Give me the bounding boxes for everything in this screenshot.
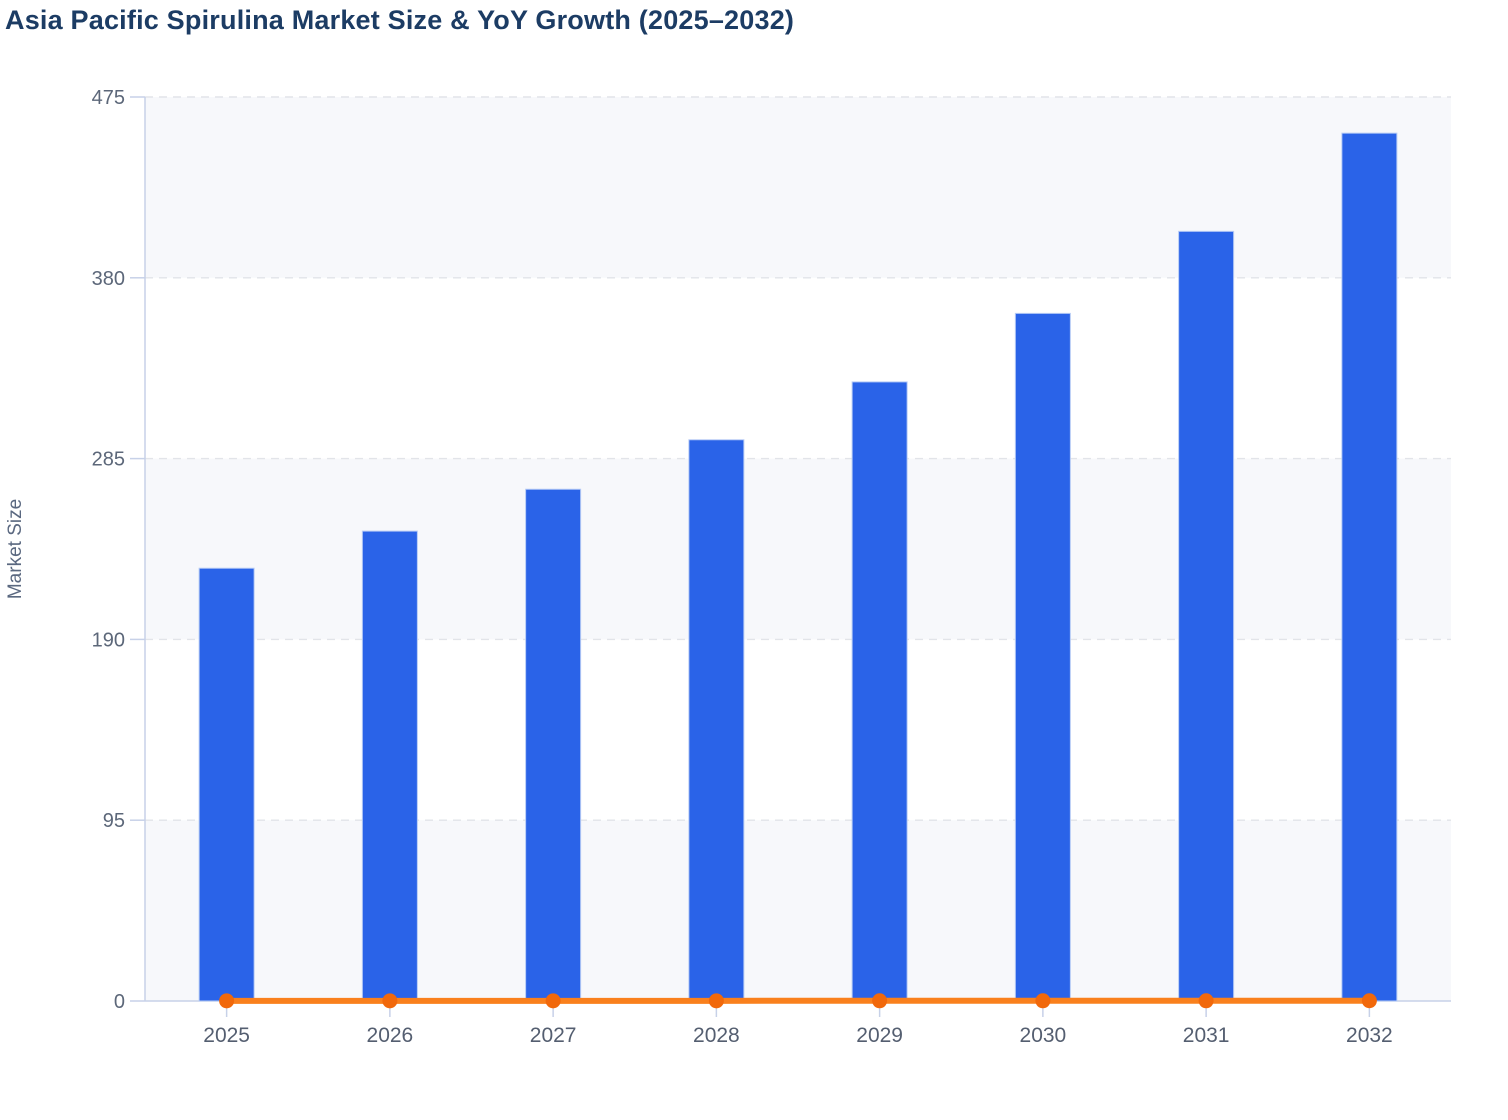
bar-2029 — [851, 381, 908, 1002]
x-tick-label-2030: 2030 — [1020, 1024, 1067, 1047]
plot-bands-group — [145, 97, 1451, 1001]
bar-2028 — [688, 439, 745, 1002]
y-ticks-group: 0 95 190 285 380 475 — [92, 87, 145, 1013]
bar-2030 — [1014, 312, 1071, 1002]
x-tick-label-2025: 2025 — [203, 1024, 250, 1047]
yoy-point-2029 — [872, 993, 888, 1009]
bars-group — [198, 132, 1398, 1002]
plot-band — [145, 820, 1451, 1001]
plot-band — [145, 97, 1451, 278]
bar-2032 — [1341, 132, 1398, 1002]
x-tick-label-2031: 2031 — [1183, 1024, 1230, 1047]
chart-title: Asia Pacific Spirulina Market Size & YoY… — [5, 5, 795, 35]
x-tick-label-2028: 2028 — [693, 1024, 740, 1047]
y-tick-label: 285 — [92, 449, 125, 471]
yoy-point-2027 — [545, 993, 561, 1009]
yoy-points-group — [219, 993, 1377, 1009]
yoy-point-2025 — [219, 993, 235, 1009]
y-tick-label: 0 — [114, 991, 125, 1013]
yoy-point-2026 — [382, 993, 398, 1009]
x-tick-label-2027: 2027 — [530, 1024, 577, 1047]
y-axis-title: Market Size — [5, 498, 26, 600]
x-tick-label-2026: 2026 — [367, 1024, 414, 1047]
bar-2025 — [198, 567, 255, 1002]
yoy-point-2028 — [708, 993, 724, 1009]
y-tick-label: 380 — [92, 268, 125, 290]
x-tick-label-2032: 2032 — [1346, 1024, 1393, 1047]
x-ticks-group: 2025 2026 2027 2028 2029 2030 2031 2032 — [203, 1003, 1393, 1047]
y-tick-label: 95 — [103, 810, 125, 832]
plot-band — [145, 458, 1451, 640]
yoy-point-2032 — [1361, 993, 1377, 1009]
yoy-point-2031 — [1198, 993, 1214, 1009]
bar-2027 — [525, 488, 582, 1002]
y-tick-label: 475 — [92, 87, 125, 109]
x-tick-label-2029: 2029 — [856, 1024, 903, 1047]
bar-2026 — [361, 530, 418, 1002]
y-tick-label: 190 — [92, 629, 125, 651]
yoy-point-2030 — [1035, 993, 1051, 1009]
bar-2031 — [1178, 230, 1235, 1002]
